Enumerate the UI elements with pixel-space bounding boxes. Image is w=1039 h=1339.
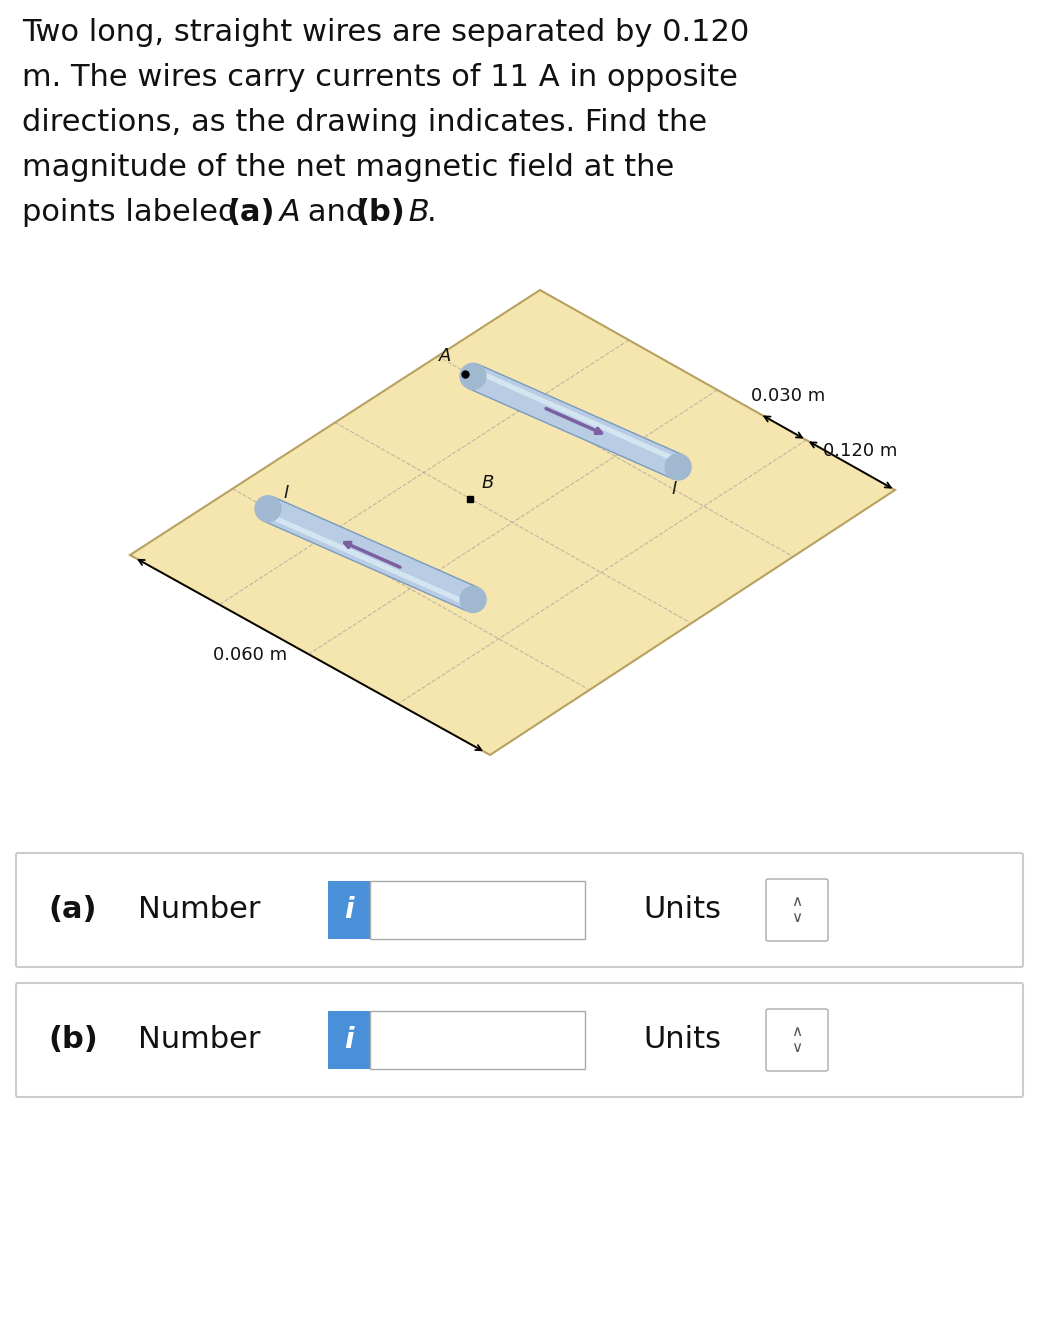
Polygon shape [475,368,682,465]
Text: B: B [399,198,429,228]
FancyBboxPatch shape [370,881,585,939]
Text: ∧: ∧ [792,1024,802,1039]
Text: ∧: ∧ [792,894,802,909]
FancyBboxPatch shape [16,853,1023,967]
Text: I: I [671,481,676,498]
Polygon shape [263,497,478,612]
Text: (a): (a) [227,198,274,228]
Text: and: and [298,198,375,228]
Text: Two long, straight wires are separated by 0.120: Two long, straight wires are separated b… [22,17,749,47]
FancyBboxPatch shape [328,1011,370,1069]
Circle shape [255,495,281,522]
Text: I: I [284,483,289,502]
Text: Number: Number [138,1026,261,1055]
Text: i: i [344,896,353,924]
Text: directions, as the drawing indicates. Find the: directions, as the drawing indicates. Fi… [22,108,708,137]
FancyBboxPatch shape [766,1010,828,1071]
Text: A: A [438,347,451,366]
Text: Units: Units [643,1026,721,1055]
Text: points labeled: points labeled [22,198,247,228]
FancyBboxPatch shape [370,1011,585,1069]
Text: m. The wires carry currents of 11 A in opposite: m. The wires carry currents of 11 A in o… [22,63,738,92]
Text: 0.030 m: 0.030 m [751,387,825,404]
Text: Number: Number [138,896,261,924]
Text: ∨: ∨ [792,1040,802,1055]
Text: (b): (b) [48,1026,98,1055]
Text: Units: Units [643,896,721,924]
Text: ∨: ∨ [792,911,802,925]
FancyBboxPatch shape [16,983,1023,1097]
Text: A: A [270,198,300,228]
Polygon shape [130,291,895,755]
Polygon shape [468,364,684,479]
Text: 0.120 m: 0.120 m [824,442,898,461]
FancyBboxPatch shape [328,881,370,939]
Text: (a): (a) [48,896,97,924]
Text: 0.060 m: 0.060 m [213,645,287,664]
Circle shape [460,586,486,612]
Text: .: . [427,198,436,228]
FancyBboxPatch shape [766,878,828,941]
Text: magnitude of the net magnetic field at the: magnitude of the net magnetic field at t… [22,153,674,182]
Text: B: B [482,474,495,491]
Circle shape [665,454,691,479]
Polygon shape [265,511,472,607]
Circle shape [460,363,486,390]
Text: (b): (b) [355,198,405,228]
Text: i: i [344,1026,353,1054]
